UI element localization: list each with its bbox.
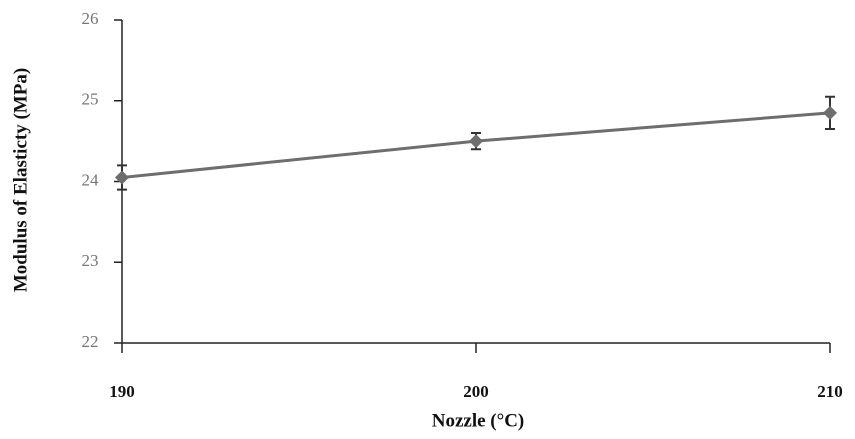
y-tick-label: 26 (82, 9, 99, 28)
y-axis-label: Modulus of Elasticty (MPa) (10, 68, 31, 292)
x-tick-label: 190 (109, 382, 135, 401)
y-tick-label: 24 (82, 170, 100, 189)
marker (469, 134, 483, 148)
y-tick-label: 23 (82, 251, 99, 270)
y-tick-label: 25 (82, 90, 99, 109)
x-axis-label: Nozzle (°C) (432, 410, 525, 431)
y-tick-label: 22 (82, 332, 99, 351)
chart: Nozzle (°C) Modulus of Elasticty (MPa) 2… (0, 0, 855, 439)
x-tick-label: 210 (817, 382, 843, 401)
marker (823, 106, 837, 120)
marker (115, 170, 129, 184)
x-tick-label: 200 (463, 382, 489, 401)
